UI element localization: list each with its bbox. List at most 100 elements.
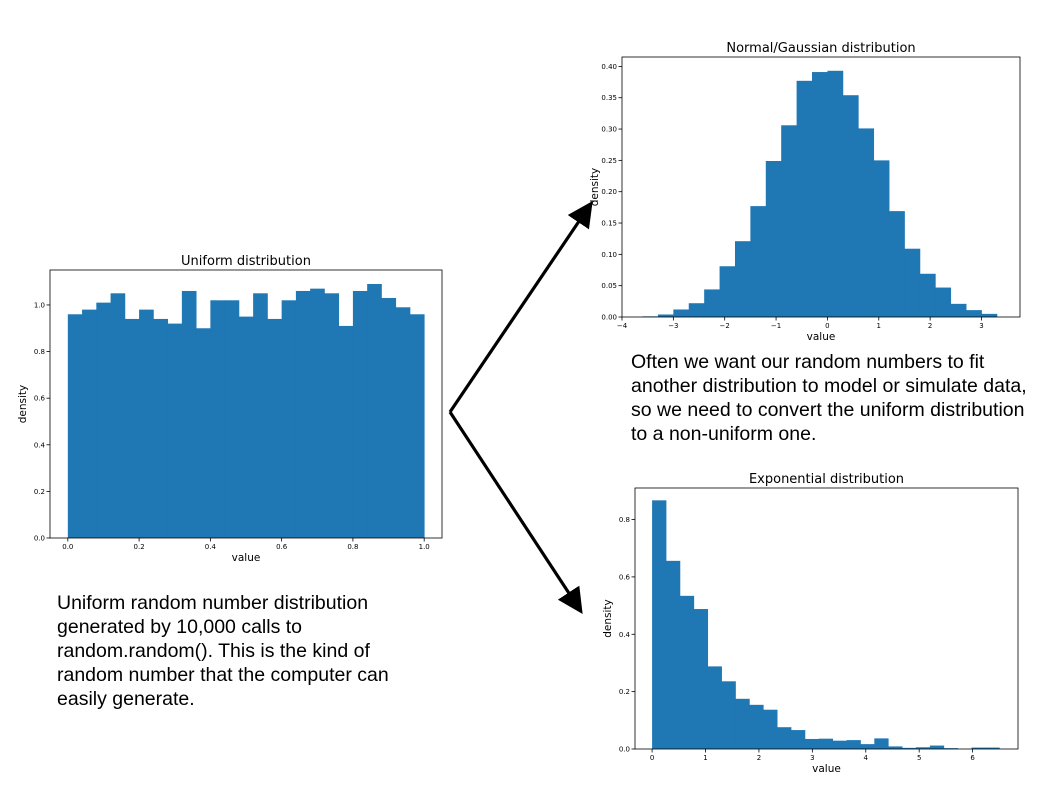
histogram-bar	[796, 80, 813, 318]
y-axis-label: density	[602, 599, 614, 638]
x-tick-label: −1	[771, 322, 781, 330]
y-tick-label: 0.00	[601, 314, 617, 322]
histogram-bar	[367, 283, 382, 538]
x-tick-label: 0.6	[276, 543, 288, 551]
histogram-bar	[904, 248, 921, 317]
x-tick-label: 1	[877, 322, 881, 330]
x-tick-label: 1.0	[419, 543, 430, 551]
histogram-bar	[734, 241, 751, 317]
histogram-bar	[96, 302, 111, 538]
y-tick-label: 0.0	[619, 746, 630, 754]
x-tick-label: 0.4	[205, 543, 217, 551]
histogram-bar	[827, 70, 844, 317]
y-tick-label: 0.2	[619, 688, 630, 696]
y-tick-label: 0.4	[619, 631, 631, 639]
histogram-bar	[935, 287, 952, 317]
histogram-bar	[652, 500, 667, 749]
histogram-bar	[777, 727, 792, 749]
histogram-bar	[395, 307, 411, 538]
x-tick-label: −2	[720, 322, 730, 330]
x-tick-label: 3	[810, 754, 814, 762]
histogram-bar	[804, 738, 820, 749]
histogram-bar	[657, 314, 674, 317]
histogram-bar	[915, 747, 931, 749]
histogram-bar	[381, 297, 397, 538]
histogram-bar	[253, 293, 268, 538]
histogram-bar	[790, 730, 806, 749]
histogram-bar	[665, 560, 681, 749]
histogram-bar	[324, 293, 340, 538]
axes-frame	[634, 487, 1019, 750]
histogram-bar	[860, 744, 875, 749]
y-tick-label: 0.35	[601, 94, 617, 102]
histogram-bar	[124, 318, 140, 538]
axes-frame	[49, 269, 443, 539]
histogram-bar	[763, 709, 778, 749]
histogram-bar	[750, 206, 767, 317]
y-tick-label: 0.6	[34, 395, 46, 403]
histogram-bar	[693, 609, 709, 749]
y-tick-label: 0.15	[601, 220, 617, 228]
x-tick-label: −4	[617, 322, 628, 330]
histogram-bar	[818, 738, 834, 749]
histogram-bar	[704, 289, 720, 317]
histogram-bar	[929, 745, 945, 749]
histogram-bar	[688, 303, 705, 317]
histogram-bar	[888, 746, 903, 749]
histogram-bar	[735, 698, 750, 749]
x-tick-label: 6	[970, 754, 975, 762]
x-tick-label: 2	[928, 322, 932, 330]
axes-frame	[621, 56, 1021, 318]
histogram-bar	[765, 161, 782, 317]
x-tick-label: 0.2	[134, 543, 145, 551]
histogram-bar	[181, 290, 197, 538]
histogram-bar	[971, 747, 986, 749]
histogram-bar	[673, 309, 690, 317]
x-tick-label: 4	[864, 754, 869, 762]
histogram-bar	[943, 748, 959, 749]
y-tick-label: 1.0	[34, 301, 45, 309]
histogram-bar	[902, 747, 917, 749]
histogram-bar	[874, 738, 889, 749]
histogram-bar	[858, 128, 875, 317]
histogram-bar	[167, 323, 183, 538]
x-tick-label: 0	[825, 322, 829, 330]
y-axis-label: density	[589, 168, 601, 207]
y-tick-label: 0.40	[601, 63, 617, 71]
chart-title: Uniform distribution	[181, 254, 311, 269]
histogram-bar	[781, 125, 798, 317]
histogram-bar	[196, 328, 211, 538]
y-tick-label: 0.05	[601, 282, 617, 290]
histogram-bar	[749, 704, 764, 749]
y-tick-label: 0.0	[34, 535, 45, 543]
histogram-bar	[338, 325, 354, 538]
chart-title: Exponential distribution	[749, 472, 904, 487]
y-tick-label: 0.4	[34, 441, 46, 449]
histogram-bar	[985, 747, 1000, 749]
histogram-bar	[310, 288, 325, 538]
histogram-bar	[846, 740, 861, 749]
histogram-bar	[719, 266, 736, 317]
histogram-bar	[919, 273, 936, 317]
histogram-bar	[889, 211, 905, 317]
histogram-bar	[238, 316, 254, 538]
x-axis-label: value	[812, 763, 841, 775]
histogram-bar	[707, 666, 722, 749]
histogram-bar	[812, 72, 828, 317]
histogram-bar	[679, 595, 695, 749]
histogram-bar	[832, 740, 847, 749]
arrow-to-normal	[448, 201, 593, 413]
x-tick-label: 2	[757, 754, 761, 762]
histogram-bar	[352, 290, 368, 538]
x-axis-label: value	[807, 331, 836, 343]
x-tick-label: 5	[917, 754, 921, 762]
chart-title: Normal/Gaussian distribution	[726, 41, 915, 56]
uniform-caption: Uniform random number distribution gener…	[57, 592, 389, 710]
y-tick-label: 0.8	[34, 348, 45, 356]
histogram-bar	[873, 160, 890, 317]
histogram-bar	[267, 318, 283, 538]
x-tick-label: 1	[703, 754, 707, 762]
